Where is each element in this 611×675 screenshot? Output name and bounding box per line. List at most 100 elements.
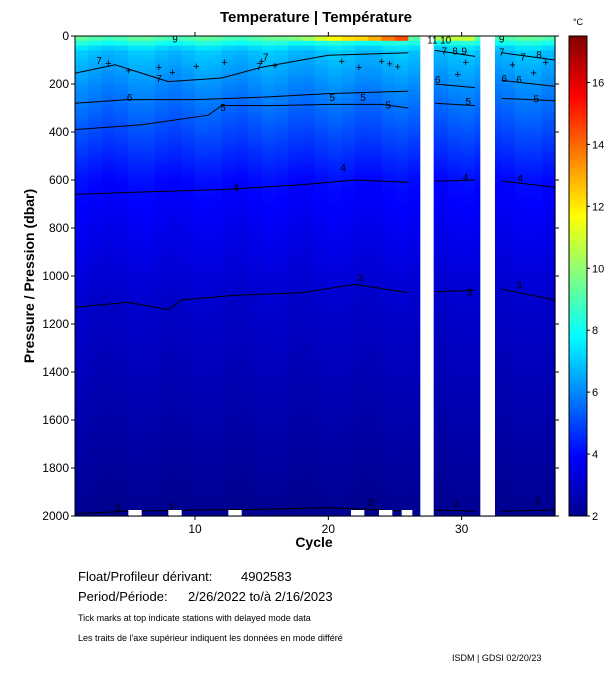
heatmap-cell [168, 309, 183, 315]
heatmap-cell [435, 372, 449, 378]
heatmap-cell [381, 74, 396, 80]
heatmap-cell [128, 352, 143, 359]
heatmap-cell [115, 276, 129, 282]
heatmap-cell [395, 40, 409, 47]
heatmap-cell [488, 463, 503, 469]
heatmap-cell [541, 381, 556, 387]
heatmap-cell [115, 223, 129, 229]
heatmap-cell [128, 405, 143, 411]
heatmap-cell [515, 280, 529, 287]
heatmap-cell [315, 362, 329, 368]
heatmap-cell [101, 271, 116, 277]
heatmap-cell [315, 228, 329, 234]
heatmap-cell [181, 328, 196, 335]
heatmap-cell [408, 132, 423, 138]
heatmap-cell [368, 208, 383, 215]
heatmap-cell [195, 151, 209, 157]
heatmap-cell [315, 391, 329, 397]
heatmap-cell [328, 213, 343, 219]
heatmap-cell [435, 98, 449, 104]
heatmap-cell [88, 434, 103, 440]
heatmap-cell [195, 482, 209, 488]
heatmap-cell [155, 367, 169, 373]
heatmap-cell [141, 136, 156, 143]
heatmap-cell [368, 64, 383, 71]
heatmap-cell [75, 175, 89, 181]
heatmap-cell [461, 511, 476, 517]
heatmap-cell [381, 415, 396, 421]
heatmap-cell [528, 300, 543, 306]
heatmap-cell [435, 103, 449, 109]
y-tick-label: 0 [62, 29, 69, 43]
heatmap-cell [355, 367, 369, 373]
heatmap-cell [168, 189, 183, 195]
heatmap-cell [141, 328, 156, 335]
heatmap-cell [461, 492, 476, 498]
heatmap-cell [248, 141, 263, 147]
heatmap-cell [461, 122, 476, 128]
heatmap-cell [155, 319, 169, 325]
heatmap-cell [381, 180, 396, 186]
heatmap-cell [368, 300, 383, 306]
heatmap-cell [195, 60, 209, 66]
heatmap-cell [301, 319, 316, 325]
heatmap-cell [355, 300, 369, 306]
heatmap-cell [221, 199, 236, 205]
heatmap-cell [328, 189, 343, 195]
heatmap-cell [381, 228, 396, 234]
heatmap-cell [275, 280, 289, 287]
heatmap-cell [208, 477, 223, 483]
heatmap-cell [501, 45, 516, 51]
heatmap-cell [128, 127, 143, 133]
heatmap-cell [328, 180, 343, 186]
heatmap-cell [221, 50, 236, 56]
heatmap-cell [528, 477, 543, 483]
heatmap-cell [301, 477, 316, 483]
heatmap-cell [515, 64, 529, 71]
heatmap-cell [368, 357, 383, 363]
heatmap-cell [381, 146, 396, 152]
heatmap-cell [301, 180, 316, 186]
heatmap-cell [181, 396, 196, 402]
heatmap-cell [448, 324, 463, 330]
heatmap-cell [101, 55, 116, 61]
heatmap-cell [355, 453, 369, 459]
heatmap-cell [208, 367, 223, 373]
heatmap-cell [115, 391, 129, 397]
heatmap-cell [408, 468, 423, 474]
heatmap-cell [461, 112, 476, 119]
heatmap-cell [381, 386, 396, 392]
heatmap-cell [488, 266, 503, 272]
heatmap-cell [168, 424, 183, 431]
heatmap-cell [221, 319, 236, 325]
heatmap-cell [141, 420, 156, 426]
heatmap-cell [461, 180, 476, 186]
heatmap-cell [515, 160, 529, 167]
heatmap-cell [501, 184, 516, 191]
heatmap-cell [461, 74, 476, 80]
heatmap-cell [128, 151, 143, 157]
heatmap-cell [235, 132, 249, 138]
heatmap-cell [75, 314, 89, 320]
heatmap-cell [328, 45, 343, 51]
heatmap-cell [128, 271, 143, 277]
y-tick-label: 1200 [42, 317, 69, 331]
heatmap-cell [181, 448, 196, 455]
heatmap-cell [288, 146, 303, 152]
heatmap-cell [515, 463, 529, 469]
heatmap-cell [195, 45, 209, 51]
heatmap-cell [435, 487, 449, 493]
heatmap-cell [381, 261, 396, 267]
heatmap-cell [235, 501, 249, 507]
heatmap-cell [488, 280, 503, 287]
heatmap-cell [141, 439, 156, 445]
heatmap-cell [448, 213, 463, 219]
heatmap-cell [488, 328, 503, 335]
heatmap-cell [541, 74, 556, 80]
heatmap-cell [448, 496, 463, 503]
heatmap-cell [501, 69, 516, 75]
heatmap-cell [115, 415, 129, 421]
heatmap-cell [448, 290, 463, 296]
delayed-mode-tick [168, 510, 182, 516]
heatmap-cell [301, 256, 316, 263]
